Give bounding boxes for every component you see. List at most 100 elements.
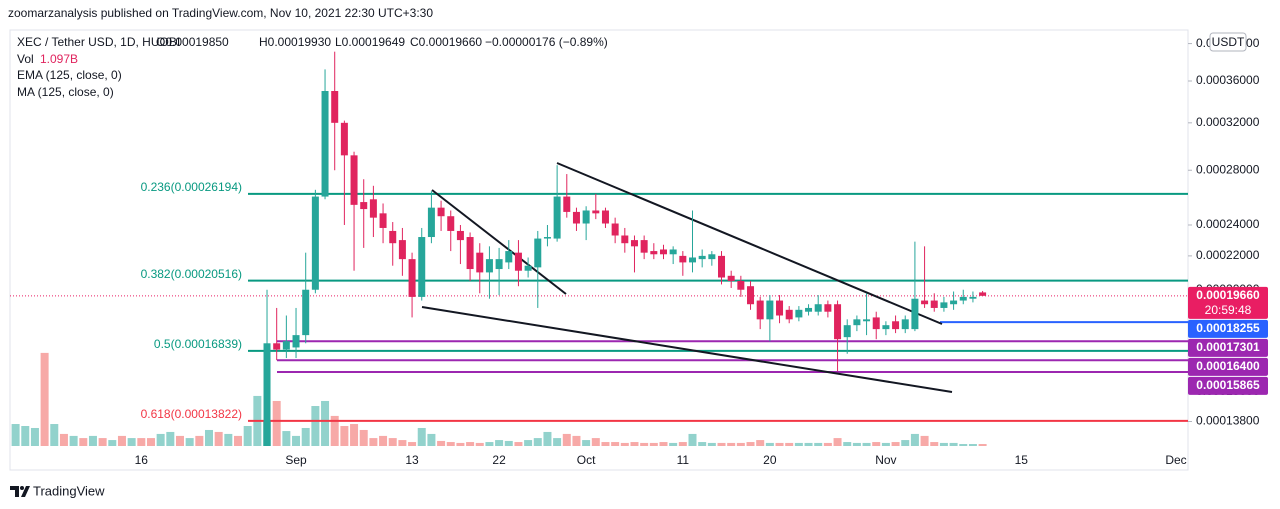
volume-bar bbox=[659, 442, 668, 446]
volume-bar bbox=[127, 438, 136, 446]
volume-bar bbox=[408, 442, 417, 446]
volume-bar bbox=[920, 435, 929, 446]
candle-body bbox=[872, 317, 880, 330]
volume-bar bbox=[30, 427, 39, 446]
volume-bar bbox=[214, 431, 223, 446]
volume-bar bbox=[949, 442, 958, 446]
volume-bar bbox=[524, 440, 533, 446]
volume-bar bbox=[340, 426, 349, 446]
candle-body bbox=[621, 235, 629, 244]
candle-body bbox=[737, 280, 745, 290]
candle-body bbox=[959, 296, 967, 301]
candle-body bbox=[582, 210, 590, 224]
volume-bar bbox=[185, 438, 194, 446]
candle-body bbox=[650, 251, 658, 255]
price-badge-label: 0.00018255 bbox=[1196, 321, 1260, 335]
price-badge-label: 0.00017301 bbox=[1196, 340, 1260, 354]
x-axis: 16 Sep 13 22 Oct 11 20 Nov 15 Dec bbox=[135, 453, 1187, 467]
candle-body bbox=[921, 300, 929, 305]
candle-body bbox=[350, 155, 358, 205]
price-countdown: 20:59:48 bbox=[1205, 303, 1252, 317]
price-badge bbox=[1188, 357, 1268, 376]
volume-bar bbox=[852, 442, 861, 446]
volume-bar bbox=[640, 442, 649, 446]
currency-badge bbox=[1209, 32, 1247, 52]
candle-body bbox=[776, 300, 784, 316]
candle-body bbox=[331, 91, 339, 123]
candle-body bbox=[273, 343, 281, 350]
volume-bar bbox=[736, 442, 745, 446]
volume-bar bbox=[891, 442, 900, 446]
ohlc-change: −0.00000176 (−0.89%) bbox=[485, 35, 608, 49]
candle-body bbox=[302, 289, 310, 336]
candle-body bbox=[901, 319, 909, 330]
y-tick-label: 0.00032000 bbox=[1196, 115, 1260, 129]
candle-body bbox=[514, 252, 522, 271]
volume-bar bbox=[901, 440, 910, 446]
candle-body bbox=[398, 240, 406, 260]
x-tick-label: 22 bbox=[492, 453, 506, 467]
candle-body bbox=[785, 309, 793, 320]
volume-bar bbox=[475, 442, 484, 446]
volume-bar bbox=[872, 442, 881, 446]
volume-bar bbox=[282, 431, 291, 446]
volume-bar bbox=[243, 426, 252, 446]
candle-body bbox=[466, 237, 474, 270]
trendlines bbox=[421, 162, 953, 393]
logo-dot bbox=[20, 486, 24, 490]
volume-bar bbox=[388, 438, 397, 446]
volume-bar bbox=[959, 444, 968, 446]
volume-bar bbox=[553, 438, 562, 446]
level-label: 0.618(0.00013822) bbox=[141, 407, 242, 421]
volume-bar bbox=[514, 442, 523, 446]
candle-body bbox=[747, 286, 755, 305]
volume-bar bbox=[88, 435, 97, 446]
trendline bbox=[431, 189, 567, 295]
levels: 0.236(0.00026194) 0.382(0.00020516) 0.5(0.… bbox=[10, 180, 1188, 422]
ohlc-high: H0.00019930 bbox=[259, 35, 331, 49]
volume-bar bbox=[572, 435, 581, 446]
ohlc-low: L0.00019649 bbox=[335, 35, 405, 49]
volume-bar bbox=[804, 442, 813, 446]
volume-bar bbox=[678, 442, 687, 446]
volume-bar bbox=[746, 442, 755, 446]
candle-body bbox=[563, 196, 571, 212]
x-tick-label: Nov bbox=[875, 453, 896, 467]
candle-body bbox=[630, 240, 638, 247]
volume-bar bbox=[669, 442, 678, 446]
volume-bar bbox=[495, 440, 504, 446]
y-tick-label: 0.00022000 bbox=[1196, 248, 1260, 262]
candle-body bbox=[718, 255, 726, 278]
x-tick-label: 13 bbox=[405, 453, 419, 467]
candle-body bbox=[321, 91, 329, 197]
volume-bar bbox=[785, 442, 794, 446]
brand: TradingView bbox=[33, 483, 105, 498]
volume-bar bbox=[727, 442, 736, 446]
volume-bar bbox=[562, 433, 571, 446]
volume-bar bbox=[968, 444, 977, 446]
volume-bar bbox=[446, 442, 455, 446]
volume-bar bbox=[881, 442, 890, 446]
price-badge bbox=[1188, 286, 1268, 319]
volume-bar bbox=[234, 435, 243, 446]
y-tick-label: 0.00036000 bbox=[1196, 73, 1260, 87]
volume-bar bbox=[330, 415, 339, 446]
volume-bar bbox=[359, 429, 368, 446]
x-tick-label: Oct bbox=[577, 453, 596, 467]
candle-body bbox=[727, 275, 735, 281]
volume-bar bbox=[195, 435, 204, 446]
volume-bar bbox=[756, 440, 765, 446]
candle-body bbox=[505, 251, 513, 263]
volume-bar bbox=[814, 442, 823, 446]
x-tick-label: 11 bbox=[677, 453, 690, 467]
candle-body bbox=[292, 335, 300, 348]
x-tick-label: 15 bbox=[1015, 453, 1029, 467]
y-tick-label: 0.00024000 bbox=[1196, 217, 1260, 231]
volume-bar bbox=[50, 424, 59, 446]
volume-bar bbox=[601, 442, 610, 446]
candle-body bbox=[408, 259, 416, 297]
plot-frame bbox=[9, 29, 1189, 471]
candle-body bbox=[418, 237, 426, 297]
